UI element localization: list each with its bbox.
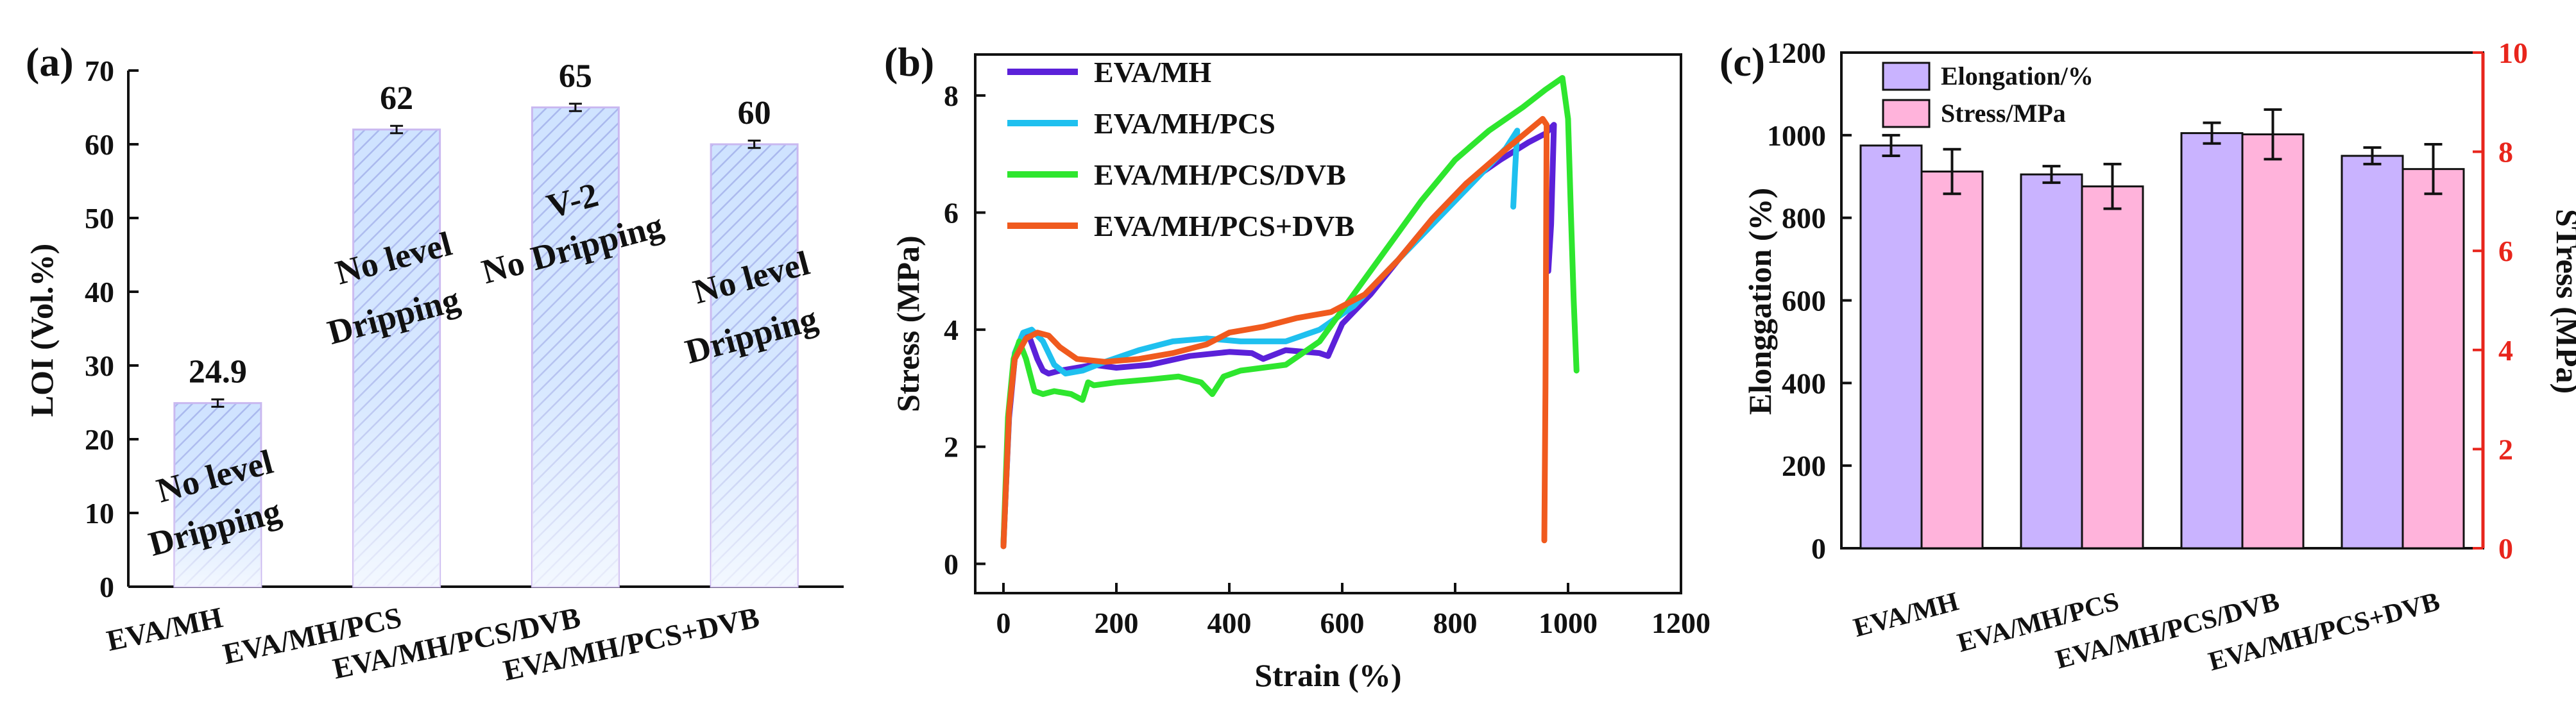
panel-b-chart: 0 200 400 600 800 1000 1200 0 2 4 6 8 EVA/MH EVA/MH/… bbox=[890, 53, 1710, 693]
panel-c-bar bbox=[1920, 171, 1984, 550]
panel-a-bar-shade bbox=[353, 130, 440, 587]
panel-b-series-line bbox=[1000, 128, 1521, 550]
panel-a-y-tick-label: 50 bbox=[85, 202, 114, 235]
panel-b-y-tick-label: 4 bbox=[944, 314, 959, 346]
panel-b-label: (b) bbox=[884, 39, 934, 85]
panel-b-y-tick-label: 2 bbox=[944, 431, 959, 464]
panel-c-y-tick-label: 600 bbox=[1782, 285, 1826, 317]
panel-c-legend-swatch bbox=[1882, 99, 1931, 128]
panel-c-y2-tick-label: 4 bbox=[2498, 334, 2513, 367]
panel-c-y2-tick-label: 2 bbox=[2498, 433, 2513, 466]
panel-c-bar bbox=[2241, 133, 2305, 550]
panel-c-y2-axis-label: STress (MPa) bbox=[2550, 209, 2576, 394]
panel-c-bar bbox=[2081, 185, 2144, 550]
panel-c-y-tick-label: 1000 bbox=[1767, 119, 1826, 152]
panel-b-legend-label: EVA/MH bbox=[1094, 56, 1211, 88]
panel-a-y-axis-label: LOI (Vol.%) bbox=[24, 244, 60, 417]
panel-b-y-tick-label: 8 bbox=[944, 80, 959, 112]
panel-b-legend-label: EVA/MH/PCS/DVB bbox=[1094, 158, 1346, 191]
panel-b-legend-label: EVA/MH/PCS+DVB bbox=[1094, 210, 1354, 242]
panel-a-y-tick-label: 10 bbox=[85, 497, 114, 530]
panel-b-series-line bbox=[1000, 122, 1557, 546]
panel-a-label: (a) bbox=[26, 39, 74, 85]
panel-a-y-tick-label: 30 bbox=[85, 349, 114, 382]
panel-c-y-tick-label: 400 bbox=[1782, 367, 1826, 399]
panel-b-x-tick-label: 800 bbox=[1433, 607, 1478, 639]
panel-b-series-line bbox=[1000, 75, 1580, 546]
panel-a-value-label: 60 bbox=[738, 95, 771, 131]
panel-c-y2-tick-label: 10 bbox=[2498, 37, 2528, 69]
panel-c-y-axis-label: Elonggation (%) bbox=[1742, 188, 1778, 415]
panel-c-y2-tick-label: 0 bbox=[2498, 532, 2513, 565]
panel-c-bar bbox=[2341, 155, 2404, 550]
panel-b-y-tick-label: 0 bbox=[944, 548, 959, 580]
panel-c-y2-tick-label: 6 bbox=[2498, 235, 2513, 267]
panel-b-legend-label: EVA/MH/PCS bbox=[1094, 107, 1275, 140]
panel-c-y-tick-label: 0 bbox=[1811, 532, 1826, 565]
panel-a-y-tick-label: 0 bbox=[99, 571, 114, 603]
panel-a-y-tick-label: 40 bbox=[85, 276, 114, 308]
panel-c-y-tick-label: 800 bbox=[1782, 202, 1826, 235]
panel-b-x-tick-label: 600 bbox=[1320, 607, 1365, 639]
panel-a-value-label: 62 bbox=[380, 80, 413, 117]
panel-c-bar bbox=[2180, 132, 2244, 550]
panel-a-y-tick-label: 20 bbox=[85, 423, 114, 456]
panel-a-x-tick-label: EVA/MH bbox=[104, 601, 226, 657]
panel-b-y-tick-label: 6 bbox=[944, 197, 959, 230]
panel-c-legend-label: Stress/MPa bbox=[1941, 99, 2066, 128]
panel-c-x-tick-label: EVA/MH bbox=[1850, 587, 1961, 643]
panel-b-series-line bbox=[1000, 115, 1550, 550]
panel-a-value-label: 24.9 bbox=[189, 354, 247, 390]
panel-a-y-tick-label: 60 bbox=[85, 128, 114, 161]
panel-a-bar-shade bbox=[711, 144, 798, 587]
panel-c-y2-tick-label: 8 bbox=[2498, 136, 2513, 169]
panel-c-bar bbox=[2401, 168, 2465, 550]
panel-b-x-tick-label: 1200 bbox=[1651, 607, 1710, 639]
panel-c-legend-label: Elongation/% bbox=[1941, 62, 2094, 90]
panel-c-label: (c) bbox=[1719, 39, 1765, 85]
panel-c-y-tick-label: 200 bbox=[1782, 449, 1826, 482]
panel-b-x-tick-label: 1000 bbox=[1539, 607, 1598, 639]
panel-c-bar bbox=[1859, 144, 1923, 550]
panel-b-x-tick-label: 0 bbox=[996, 607, 1011, 639]
panel-a-bar-shade bbox=[174, 403, 261, 587]
panel-c-bar bbox=[2020, 173, 2083, 550]
panel-b-x-axis-label: Strain (%) bbox=[1254, 657, 1401, 693]
panel-b-x-tick-label: 400 bbox=[1207, 607, 1252, 639]
panel-c-y-tick-label: 1200 bbox=[1767, 37, 1826, 69]
panel-b-x-tick-label: 200 bbox=[1095, 607, 1139, 639]
panel-c-legend-swatch bbox=[1882, 62, 1931, 91]
panel-a-value-label: 65 bbox=[559, 58, 592, 95]
panel-a-bar-shade bbox=[532, 107, 619, 587]
panel-b-y-axis-label: Stress (MPa) bbox=[890, 235, 926, 412]
panel-a-y-tick-label: 70 bbox=[85, 55, 114, 87]
